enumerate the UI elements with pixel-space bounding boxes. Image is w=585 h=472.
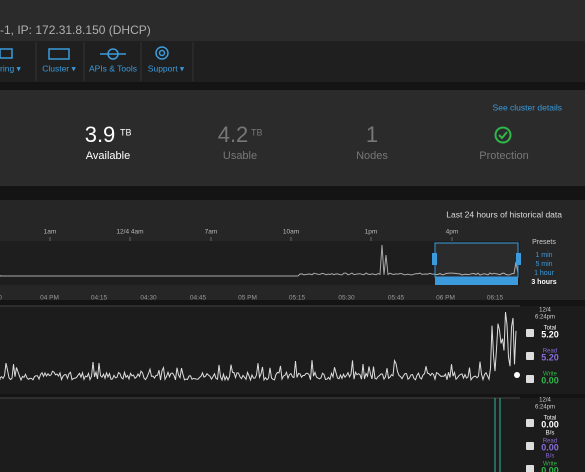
stat-value: 4.2	[218, 122, 249, 147]
stat-label: Available	[86, 150, 130, 162]
history-title: Last 24 hours of historical data	[446, 209, 562, 219]
legend-checkbox[interactable]	[526, 375, 534, 383]
legend-unit: B/s	[546, 454, 555, 460]
legend-checkbox[interactable]	[526, 442, 534, 450]
legend-date: 12/4	[539, 398, 551, 404]
stat-unit: TB	[120, 127, 132, 137]
timeline-label: 12/4 4am	[116, 229, 143, 236]
x-axis-label: 05 PM	[238, 295, 257, 302]
legend-checkbox[interactable]	[526, 465, 534, 472]
legend-value: 5.20	[541, 352, 559, 362]
legend-date: 12/4	[539, 308, 551, 314]
legend-label: Read	[543, 349, 557, 355]
chart-panel	[0, 398, 585, 472]
x-axis-label: 05:30	[338, 295, 355, 302]
cluster-link[interactable]: See cluster details	[493, 102, 562, 112]
stat-value: 3.9	[85, 122, 116, 147]
x-axis-label: 05:45	[388, 295, 405, 302]
legend-label: Write	[543, 372, 558, 378]
x-axis-label: 06 PM	[436, 295, 455, 302]
legend-value: 5.20	[541, 329, 559, 339]
top-bar	[0, 0, 585, 41]
x-axis-label: 04:30	[140, 295, 157, 302]
legend-label: Write	[543, 462, 558, 468]
preset-option[interactable]: 1 min	[535, 252, 552, 259]
protection-icon	[494, 126, 512, 144]
protection-check	[498, 131, 508, 140]
selection-window[interactable]	[434, 242, 519, 278]
preset-option[interactable]: 3 hours	[531, 279, 556, 286]
presets-title: Presets	[532, 239, 556, 246]
x-axis-label: 06:15	[487, 295, 504, 302]
stat-value: 1	[366, 122, 378, 147]
legend-value: 0.00	[541, 419, 559, 429]
selection-handle[interactable]	[432, 253, 437, 265]
legend-checkbox[interactable]	[526, 419, 534, 427]
stat-unit: TB	[251, 127, 263, 137]
nav-item[interactable]: Cluster ▾	[42, 63, 76, 73]
legend-time: 6:24pm	[535, 315, 555, 321]
host-info: -1, IP: 172.31.8.150 (DHCP)	[0, 23, 151, 37]
legend-label: Read	[543, 439, 557, 445]
timeline-label: 7am	[205, 229, 218, 236]
nav-item[interactable]: APIs & Tools	[89, 63, 137, 73]
timeline-label: 1am	[44, 229, 57, 236]
timeline-label: 1pm	[365, 229, 378, 236]
nav-icons	[0, 46, 169, 60]
legend-unit: B/s	[546, 431, 555, 437]
legend-label: Total	[544, 326, 557, 332]
x-axis-label: 04 PM	[40, 295, 59, 302]
legend-time: 6:24pm	[535, 405, 555, 411]
cursor-dot	[514, 372, 520, 378]
x-axis-label: 0	[0, 295, 2, 302]
chart-panel	[0, 306, 585, 394]
summary-panel	[0, 90, 585, 186]
nav-item[interactable]: ring ▾	[0, 63, 22, 73]
preset-option[interactable]: 5 min	[535, 261, 552, 268]
legend-value: 0.00	[541, 375, 559, 385]
timeline-label: 10am	[283, 229, 299, 236]
legend-value: 0.00	[541, 442, 559, 452]
selection-handle[interactable]	[516, 253, 521, 265]
preset-option[interactable]: 1 hour	[534, 270, 555, 277]
nav-bar	[0, 41, 585, 82]
timeline-trace	[0, 244, 519, 277]
x-axis-label: 05:15	[289, 295, 306, 302]
stat-label: Protection	[479, 150, 529, 162]
selection-bar[interactable]	[435, 277, 518, 285]
x-axis-label: 04:45	[190, 295, 207, 302]
legend-value: 0.00	[541, 465, 559, 472]
timeline-label: 4pm	[446, 229, 459, 236]
stat-label: Usable	[223, 150, 257, 162]
legend-label: Total	[544, 416, 557, 422]
nav-item[interactable]: Support ▾	[148, 63, 185, 73]
legend-checkbox[interactable]	[526, 329, 534, 337]
x-axis-label: 04:15	[91, 295, 108, 302]
stat-label: Nodes	[356, 150, 388, 162]
throughput-trace	[0, 311, 517, 382]
legend-checkbox[interactable]	[526, 352, 534, 360]
